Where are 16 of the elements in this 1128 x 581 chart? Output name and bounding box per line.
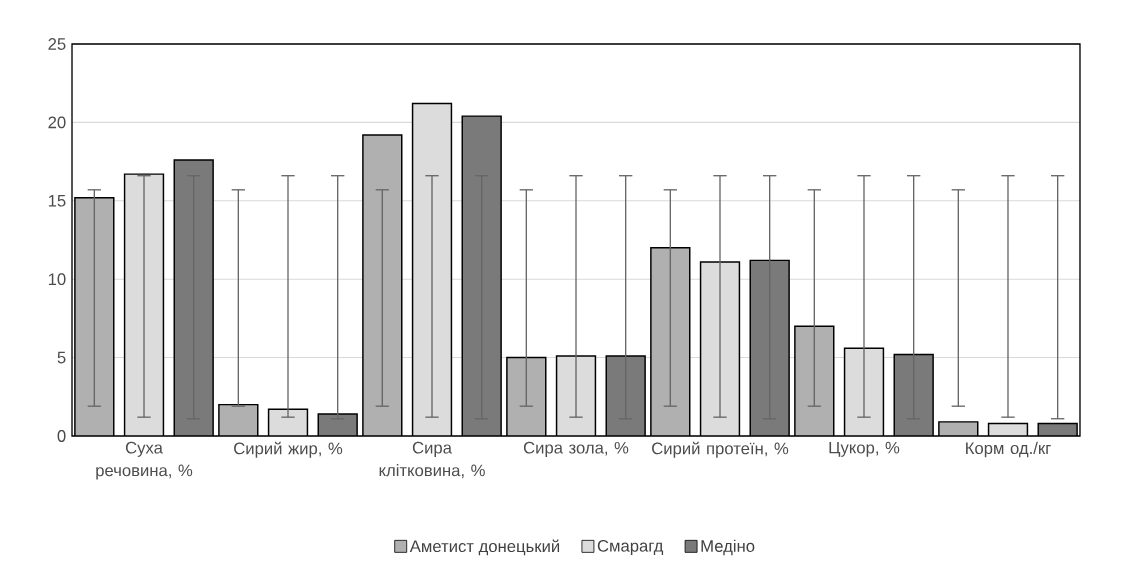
x-tick-label: Сира клітковина, %	[379, 441, 485, 479]
y-tick-label: 10	[48, 273, 66, 286]
y-tick-label: 0	[57, 430, 66, 442]
x-tick-label: Цукор, %	[829, 441, 900, 457]
legend-label: Смарагд	[597, 539, 664, 556]
x-tick-label: Суха речовина, %	[96, 441, 193, 480]
x-tick-label: Сирий протеїн, %	[652, 441, 789, 458]
legend-label: Аметист донецький	[409, 539, 560, 556]
y-tick-label: 15	[48, 194, 66, 207]
legend-label: Медіно	[701, 539, 755, 556]
y-tick-label: 20	[48, 116, 66, 129]
y-tick-label: 5	[57, 351, 66, 364]
x-tick-label: Сирий жир, %	[234, 441, 343, 458]
x-tick-label: Корм од./кг	[966, 441, 1051, 458]
y-tick-label: 25	[48, 38, 66, 50]
x-tick-label: Сира зола, %	[523, 441, 629, 457]
